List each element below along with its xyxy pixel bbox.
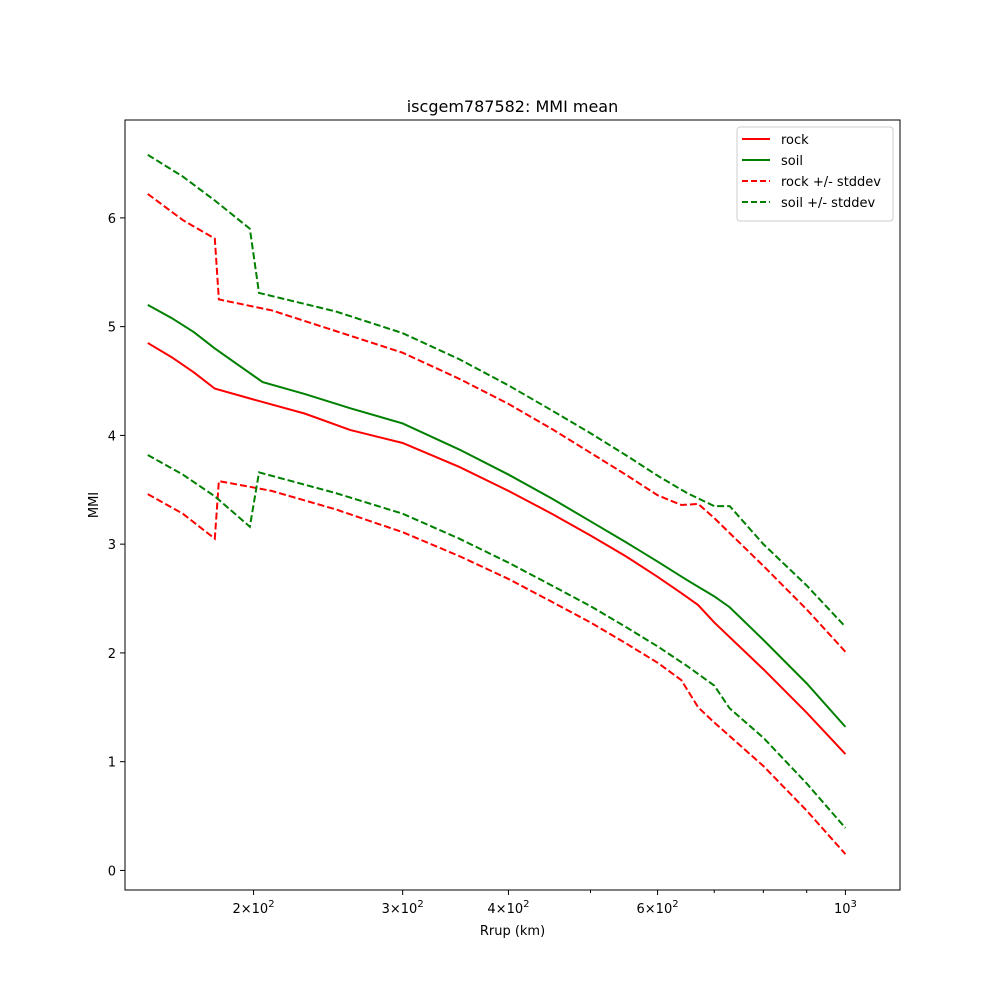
tick-layer: 0 1 2 3 4 5 6 2×102 3×102 4×102 6×102 103	[108, 212, 857, 917]
y-tick-label-4: 4	[108, 429, 116, 444]
series-line-4	[147, 479, 847, 855]
axes-frame	[124, 119, 901, 891]
plot-layer	[147, 153, 847, 855]
legend-label-1: soil	[781, 154, 803, 169]
y-tick-label-1: 1	[108, 756, 116, 771]
x-axis-label: Rrup (km)	[480, 924, 545, 939]
x-tick-label-1: 3×102	[382, 899, 424, 917]
y-tick-label-2: 2	[108, 647, 116, 662]
y-axis-label: MMI	[87, 492, 102, 518]
y-tick-label-3: 3	[108, 538, 116, 553]
series-line-3	[147, 153, 847, 628]
y-tick-label-0: 0	[108, 864, 116, 879]
series-line-2	[147, 193, 847, 653]
x-tick-label-3: 6×102	[637, 899, 679, 917]
x-tick-label-0: 2×102	[233, 899, 275, 917]
legend: rock soil rock +/- stddev soil +/- stddev	[736, 126, 894, 222]
series-line-5	[147, 454, 847, 829]
series-line-0	[147, 342, 847, 755]
chart-title: iscgem787582: MMI mean	[407, 97, 619, 116]
legend-box	[736, 126, 894, 222]
legend-label-0: rock	[781, 133, 809, 148]
legend-label-2: rock +/- stddev	[781, 175, 881, 190]
y-tick-label-5: 5	[108, 321, 116, 336]
x-tick-label-4: 103	[834, 899, 857, 917]
legend-label-3: soil +/- stddev	[781, 196, 876, 211]
y-tick-label-6: 6	[108, 212, 116, 227]
series-line-1	[147, 304, 847, 728]
x-tick-label-2: 4×102	[487, 899, 529, 917]
